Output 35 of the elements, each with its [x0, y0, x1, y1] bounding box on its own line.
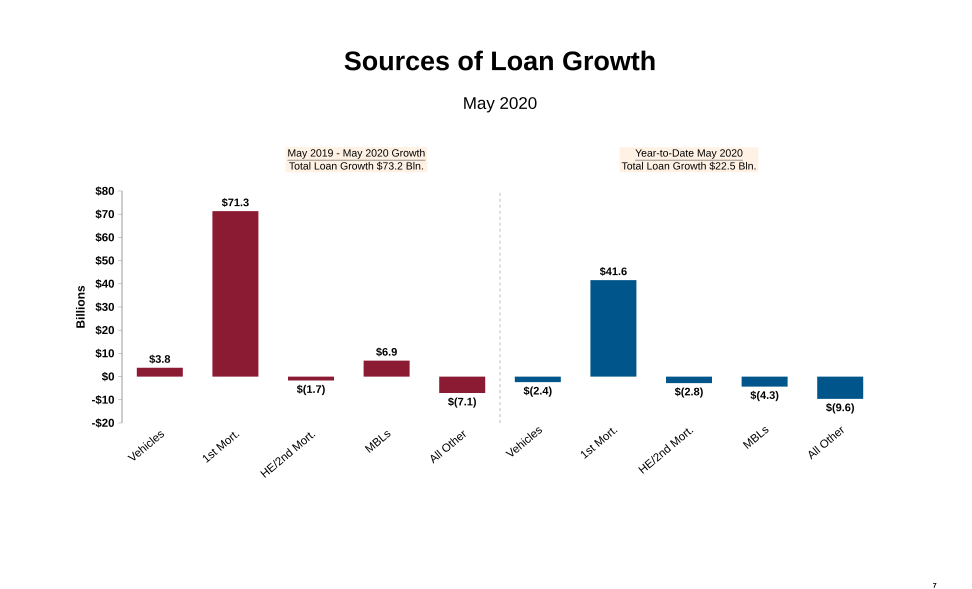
- data-label: $3.8: [149, 354, 170, 364]
- chart-title: Sources of Loan Growth: [344, 50, 655, 70]
- text: Year-to-Date May 2020: [635, 149, 742, 159]
- y-tick-label: $10: [96, 348, 114, 358]
- y-tick-label: -$10: [92, 395, 114, 404]
- bar: [439, 376, 486, 394]
- y-tick-label: $70: [96, 210, 114, 219]
- data-label: $(2.8): [674, 387, 703, 398]
- text: Total Loan Growth $22.5 Bln.: [622, 162, 756, 170]
- y-axis-title: Billions: [76, 286, 85, 328]
- text: Total Loan Growth $73.2 Bln.: [289, 162, 423, 170]
- data-label: $(4.3): [750, 390, 778, 402]
- y-tick-label: $20: [96, 326, 114, 335]
- x-tick-label: 1st Mort.: [580, 428, 618, 459]
- x-tick-label: 1st Mort.: [202, 432, 240, 463]
- data-label: $(7.1): [448, 397, 476, 408]
- y-tick-label: $60: [96, 232, 114, 242]
- data-label: $(2.4): [524, 386, 552, 397]
- data-label: $(9.6): [826, 403, 854, 414]
- y-tick-label: $50: [96, 256, 114, 266]
- y-tick-label: $80: [96, 186, 114, 196]
- bar: [212, 211, 258, 377]
- y-tick-label: $40: [96, 279, 114, 288]
- bar: [136, 368, 183, 377]
- data-label: $(1.7): [296, 384, 325, 396]
- bar: [364, 360, 410, 377]
- data-label: $71.3: [222, 198, 249, 207]
- data-label: $41.6: [600, 266, 627, 276]
- y-tick-label: $30: [96, 302, 114, 312]
- bar: [288, 376, 334, 381]
- y-tick-label: -$20: [92, 418, 114, 428]
- text: May 2019 - May 2020 Growth: [288, 148, 425, 159]
- chart-subtitle: May 2020: [464, 97, 537, 112]
- y-tick-label: $0: [102, 372, 114, 382]
- data-label: $6.9: [376, 347, 397, 356]
